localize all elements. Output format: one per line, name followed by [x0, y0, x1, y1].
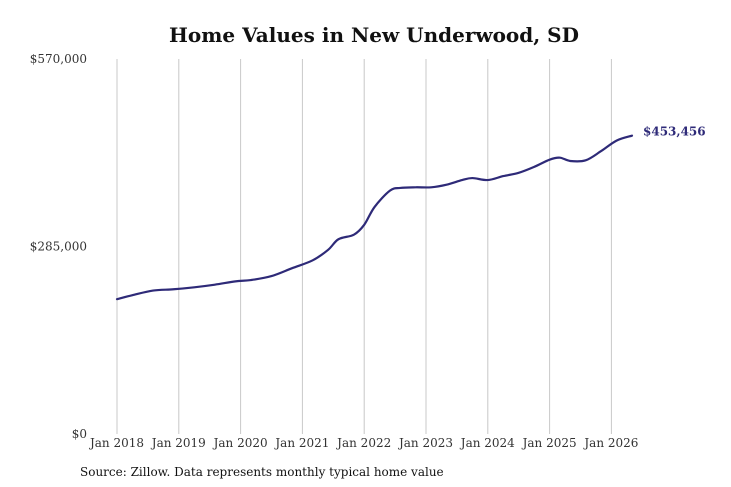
y-tick-label: $285,000: [30, 240, 87, 254]
x-tick-label: Jan 2025: [521, 436, 577, 450]
x-tick-label: Jan 2026: [582, 436, 638, 450]
series-layer: $453,456: [115, 125, 706, 301]
y-axis: $0 $285,000 $570,000: [30, 52, 87, 441]
x-tick-label: Jan 2021: [273, 436, 329, 450]
x-tick-label: Jan 2024: [459, 436, 515, 450]
home-value-line: [115, 134, 634, 301]
x-tick-label: Jan 2022: [335, 436, 391, 450]
y-tick-label: $0: [72, 427, 87, 441]
x-tick-label: Jan 2023: [397, 436, 453, 450]
end-value-label: $453,456: [643, 125, 706, 139]
gridlines: [116, 59, 612, 434]
x-tick-label: Jan 2018: [88, 436, 144, 450]
x-axis: Jan 2018 Jan 2019 Jan 2020 Jan 2021 Jan 2022…: [88, 436, 638, 450]
source-note: Source: Zillow. Data represents monthly …: [80, 465, 444, 479]
x-tick-label: Jan 2020: [212, 436, 268, 450]
x-tick-label: Jan 2019: [150, 436, 206, 450]
chart-title: Home Values in New Underwood, SD: [169, 23, 579, 47]
y-tick-label: $570,000: [30, 52, 87, 66]
